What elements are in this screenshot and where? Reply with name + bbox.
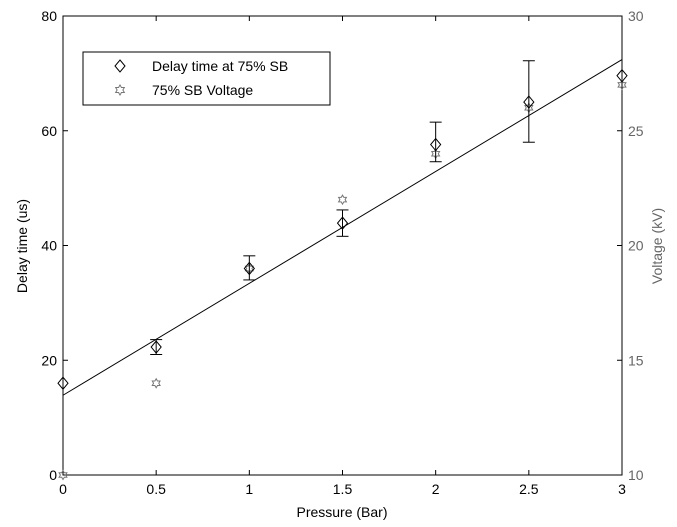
x-tick-label: 0 bbox=[59, 481, 67, 497]
y2-tick-label: 25 bbox=[628, 123, 644, 139]
y-tick-label: 20 bbox=[41, 352, 57, 368]
legend-hexagram-marker bbox=[114, 84, 126, 96]
voltage-point bbox=[337, 194, 348, 206]
legend-label-voltage: 75% SB Voltage bbox=[152, 82, 253, 98]
x-tick-label: 2 bbox=[432, 481, 440, 497]
y2-tick-label: 10 bbox=[628, 467, 644, 483]
x-tick-label: 3 bbox=[618, 481, 626, 497]
x-tick-label: 2.5 bbox=[519, 481, 539, 497]
x-tick-label: 1.5 bbox=[333, 481, 353, 497]
y-tick-label: 60 bbox=[41, 123, 57, 139]
voltage-point bbox=[58, 469, 68, 481]
y2-axis-label: Voltage (kV) bbox=[649, 208, 665, 284]
delay-point bbox=[150, 340, 162, 354]
y2-tick-label: 20 bbox=[628, 238, 644, 254]
delay-point bbox=[243, 261, 255, 276]
y-tick-label: 0 bbox=[49, 467, 57, 483]
delay-point bbox=[57, 376, 69, 390]
delay-point bbox=[336, 216, 349, 230]
legend: Delay time at 75% SB 75% SB Voltage bbox=[82, 51, 331, 106]
delay-point bbox=[616, 68, 628, 83]
y-tick-label: 80 bbox=[41, 8, 57, 24]
y-tick-label: 40 bbox=[41, 238, 57, 254]
x-tick-label: 0.5 bbox=[146, 481, 166, 497]
voltage-point bbox=[617, 79, 627, 91]
marks-layer bbox=[57, 59, 628, 481]
x-axis-label: Pressure (Bar) bbox=[296, 504, 387, 520]
legend-label-delay: Delay time at 75% SB bbox=[152, 58, 288, 74]
x-tick-label: 1 bbox=[245, 481, 253, 497]
legend-diamond-marker bbox=[114, 59, 126, 73]
y2-tick-label: 15 bbox=[628, 352, 644, 368]
y-axis-label: Delay time (us) bbox=[14, 199, 30, 293]
voltage-point bbox=[151, 377, 161, 389]
delay-point bbox=[430, 137, 442, 152]
delay-point bbox=[523, 95, 535, 109]
legend-box bbox=[82, 51, 331, 106]
y2-tick-label: 30 bbox=[628, 8, 644, 24]
